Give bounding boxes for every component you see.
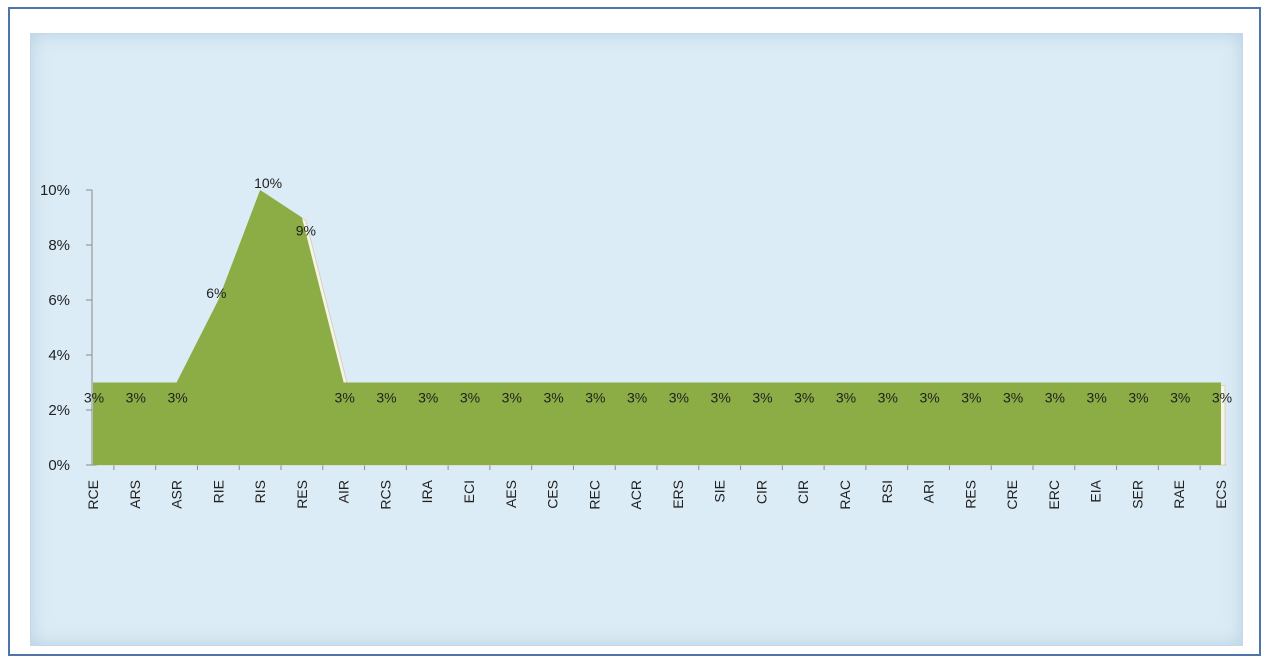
x-tick-label: ACR (628, 480, 644, 510)
x-tick-label: SER (1129, 480, 1145, 509)
data-label: 3% (919, 390, 939, 406)
x-tick-label: RCS (377, 480, 393, 510)
x-tick-label: RIE (210, 480, 226, 503)
data-label: 3% (585, 390, 605, 406)
area-fill (93, 190, 1221, 465)
data-label: 3% (752, 390, 772, 406)
x-tick-label: ERS (670, 480, 686, 509)
x-tick-label: RES (962, 480, 978, 509)
data-labels: 3% 3% 3% 6% 10% 9% 3% 3% 3% 3% 3% 3% 3% 3% 3% 3% 3% 3% 3% 3… (84, 175, 1232, 406)
x-tick-label: SIE (712, 480, 728, 503)
y-tick-label: 6% (48, 292, 70, 309)
data-label: 3% (878, 390, 898, 406)
x-tick-label: CES (545, 480, 561, 509)
data-label: 3% (1045, 390, 1065, 406)
x-tick-label: RIS (252, 480, 268, 503)
x-tick-label: RES (294, 480, 310, 509)
data-label: 3% (1003, 390, 1023, 406)
data-label: 3% (84, 390, 104, 406)
data-label: 3% (335, 390, 355, 406)
y-tick-label: 2% (48, 402, 70, 419)
data-label: 3% (1170, 390, 1190, 406)
area-series (93, 190, 1226, 466)
x-tick-label: EIA (1088, 479, 1104, 502)
data-label: 3% (794, 390, 814, 406)
x-tick-label: ERC (1046, 480, 1062, 510)
y-tick-label: 4% (48, 347, 70, 364)
x-tick-label: RCE (85, 480, 101, 510)
x-tick-label: REC (586, 480, 602, 510)
y-tick-label: 10% (40, 182, 70, 199)
x-tick-label: AIR (336, 480, 352, 503)
data-label: 3% (711, 390, 731, 406)
data-label: 3% (1128, 390, 1148, 406)
x-tick-label: ECI (461, 480, 477, 503)
x-tick-label: AES (503, 480, 519, 508)
x-tick-label: IRA (419, 479, 435, 503)
x-tick-label: RSI (879, 480, 895, 503)
x-tick-labels: RCE ARS ASR RIE RIS RES AIR RCS IRA ECI AES CES REC A… (85, 479, 1229, 509)
data-label: 3% (167, 390, 187, 406)
x-tick-label: ARI (921, 480, 937, 503)
x-tick-label: ECS (1213, 480, 1229, 509)
y-tick-label: 0% (48, 457, 70, 474)
data-label: 3% (669, 390, 689, 406)
data-label: 3% (376, 390, 396, 406)
x-tick-label: ASR (169, 480, 185, 509)
data-label: 10% (254, 175, 282, 191)
data-label: 9% (296, 223, 316, 239)
data-label: 3% (627, 390, 647, 406)
data-label: 3% (961, 390, 981, 406)
x-tick-label: CRE (1004, 480, 1020, 510)
data-label: 3% (460, 390, 480, 406)
x-tick-label: CIR (753, 480, 769, 504)
y-axis: 0% 2% 4% 6% 8% 10% (40, 182, 93, 474)
x-axis (92, 464, 1226, 470)
x-tick-label: RAC (837, 480, 853, 510)
data-label: 3% (502, 390, 522, 406)
data-label: 3% (1212, 390, 1232, 406)
y-tick-label: 8% (48, 237, 70, 254)
data-label: 3% (543, 390, 563, 406)
x-tick-label: ARS (127, 480, 143, 509)
x-tick-label: CIR (795, 480, 811, 504)
data-label: 3% (1087, 390, 1107, 406)
data-label: 6% (206, 285, 226, 301)
data-label: 3% (418, 390, 438, 406)
data-label: 3% (126, 390, 146, 406)
data-label: 3% (836, 390, 856, 406)
x-tick-label: RAE (1171, 480, 1187, 509)
